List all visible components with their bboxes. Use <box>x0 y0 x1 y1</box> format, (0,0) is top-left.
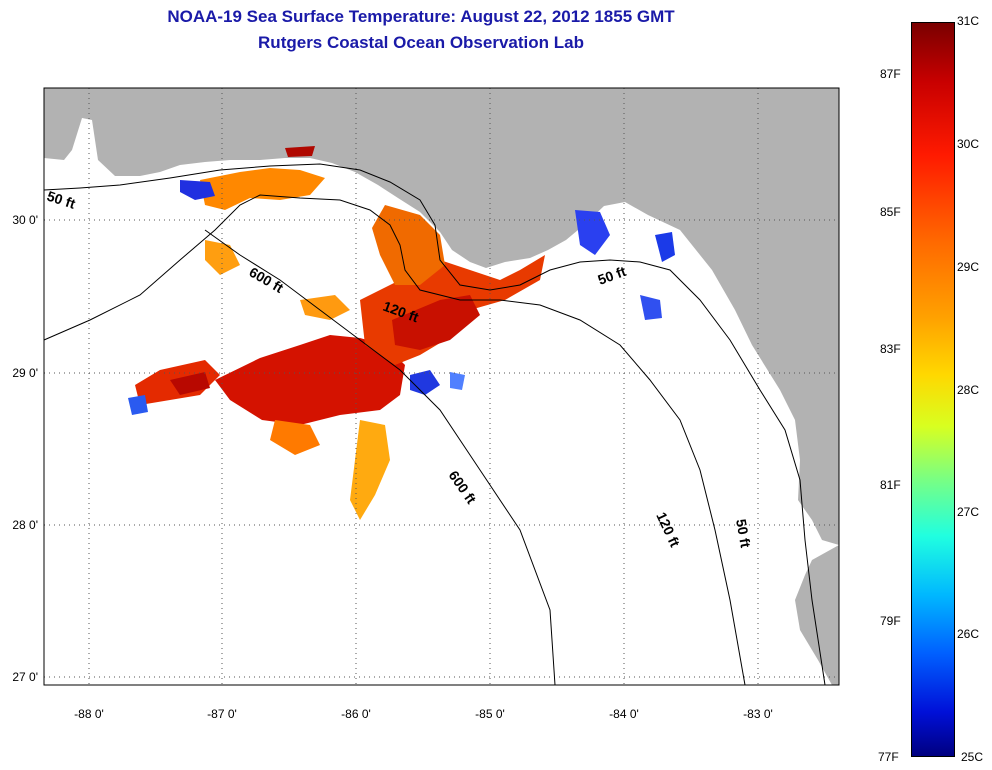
colorbar-fahrenheit-label: 79F <box>880 614 901 628</box>
sst-patches <box>128 146 675 520</box>
lon-tick-label: -83 0' <box>743 707 773 721</box>
temperature-colorbar <box>911 22 955 757</box>
lon-tick-label: -87 0' <box>207 707 237 721</box>
lat-tick-label: 30 0' <box>12 213 38 227</box>
colorbar-fahrenheit-label: 85F <box>880 205 901 219</box>
map-subtitle: Rutgers Coastal Ocean Observation Lab <box>258 33 584 52</box>
colorbar-fahrenheit-label: 77F <box>878 750 899 764</box>
lat-tick-label: 27 0' <box>12 670 38 684</box>
colorbar-celsius-label: 28C <box>957 383 980 397</box>
lon-tick-label: -85 0' <box>475 707 505 721</box>
colorbar-celsius-label: 27C <box>957 505 980 519</box>
lon-tick-label: -88 0' <box>74 707 104 721</box>
colorbar-fahrenheit-label: 81F <box>880 478 901 492</box>
lat-tick-label: 28 0' <box>12 518 38 532</box>
plot-frame <box>43 87 840 686</box>
lon-tick-label: -86 0' <box>341 707 371 721</box>
depth-contours <box>43 163 826 686</box>
colorbar-celsius-label: 25C <box>961 750 984 764</box>
lat-tick-label: 29 0' <box>12 366 38 380</box>
contour-label-50ft-southeast: 50 ft <box>733 518 754 549</box>
land-mass <box>44 88 839 545</box>
land-peninsula <box>795 545 839 685</box>
colorbar-fahrenheit-label: 87F <box>880 67 901 81</box>
longitude-axis: -88 0' -87 0' -86 0' -85 0' -84 0' -83 0… <box>74 707 773 721</box>
map-title: NOAA-19 Sea Surface Temperature: August … <box>167 7 675 26</box>
latitude-axis: 30 0' 29 0' 28 0' 27 0' <box>12 213 38 684</box>
colorbar-celsius-label: 30C <box>957 137 980 151</box>
colorbar-celsius-label: 26C <box>957 627 980 641</box>
lon-tick-label: -84 0' <box>609 707 639 721</box>
colorbar-celsius-label: 29C <box>957 260 980 274</box>
colorbar-celsius-label: 31C <box>957 14 980 28</box>
colorbar-fahrenheit-label: 83F <box>880 342 901 356</box>
